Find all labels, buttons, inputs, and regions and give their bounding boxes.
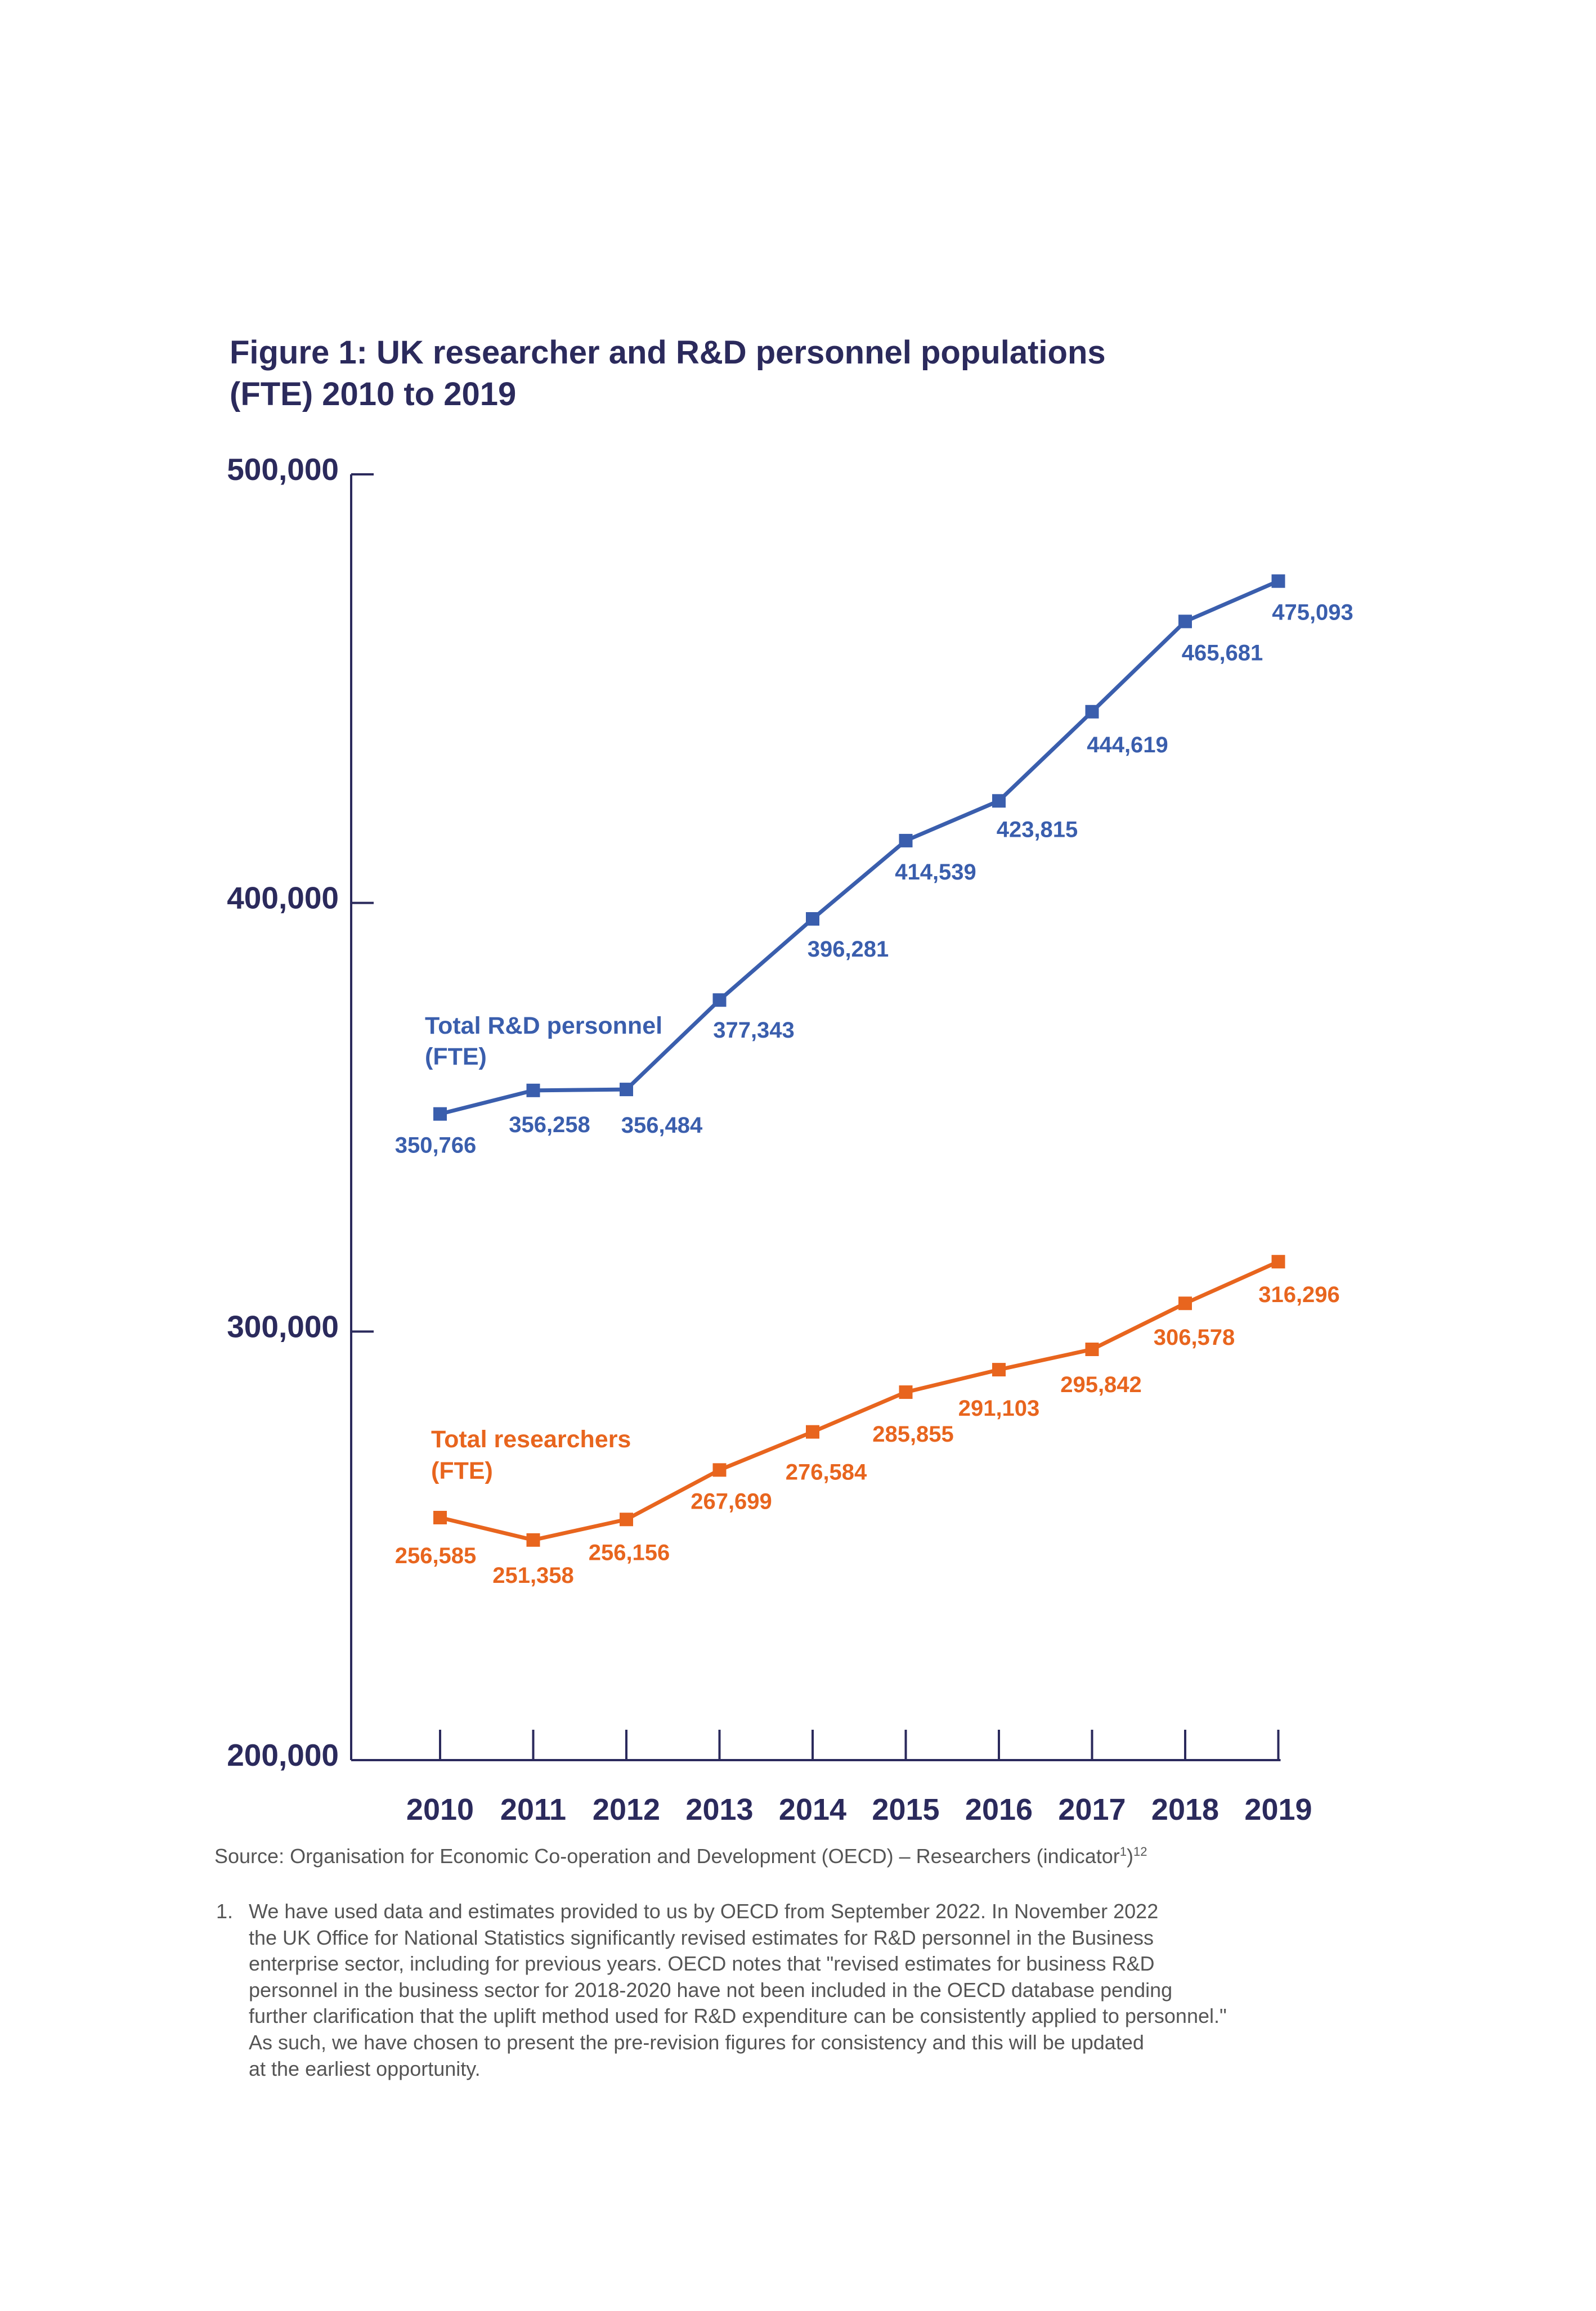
data-point-marker: [992, 794, 1006, 808]
axes: 200,000 300,000 400,000 500,000 2010 2011 2012…: [227, 452, 1312, 1827]
x-tick-label: 2018: [1151, 1793, 1219, 1827]
data-label: 414,539: [895, 860, 976, 885]
source-sup: 1: [1119, 1845, 1127, 1859]
data-point-marker: [899, 833, 913, 847]
data-point-marker: [806, 1425, 819, 1439]
data-point-marker: [1085, 1343, 1099, 1357]
chart-title: Figure 1: UK researcher and R&D personne…: [230, 332, 1355, 415]
data-point-marker: [806, 912, 819, 926]
data-label: 423,815: [997, 817, 1078, 842]
data-label: 316,296: [1258, 1282, 1340, 1307]
series-name-label: Total researchers: [431, 1426, 631, 1453]
data-point-marker: [1085, 704, 1099, 719]
data-label: 295,842: [1060, 1372, 1142, 1397]
x-tick-label: 2019: [1244, 1793, 1312, 1827]
x-tick-label: 2013: [685, 1793, 753, 1827]
data-label: 256,585: [395, 1543, 477, 1568]
series-rd-personnel: 350,766 356,258 356,484 377,343 396,281 414,5…: [395, 574, 1353, 1158]
x-tick-label: 2011: [500, 1793, 566, 1827]
series-line: [440, 579, 1279, 1116]
data-label: 356,258: [509, 1112, 590, 1137]
data-point-marker: [433, 1511, 447, 1525]
y-tick-label: 300,000: [227, 1309, 339, 1344]
y-tick-label: 400,000: [227, 881, 339, 916]
data-label: 444,619: [1087, 733, 1168, 757]
data-label: 377,343: [713, 1018, 795, 1043]
y-tick-label: 200,000: [227, 1738, 339, 1772]
data-point-marker: [620, 1083, 633, 1097]
data-label: 251,358: [492, 1563, 574, 1588]
chart-title-line: Figure 1: UK researcher and R&D personne…: [230, 334, 1106, 371]
x-tick-label: 2014: [779, 1793, 846, 1827]
data-point-marker: [712, 993, 727, 1007]
data-label: 356,484: [621, 1113, 703, 1138]
chart-title-line: (FTE) 2010 to 2019: [230, 376, 517, 412]
data-point-marker: [620, 1513, 633, 1527]
footnote-line: further clarification that the uplift me…: [249, 2004, 1227, 2028]
data-point-marker: [1178, 614, 1192, 629]
data-label: 465,681: [1182, 640, 1263, 665]
data-point-marker: [1271, 574, 1285, 588]
data-label: 291,103: [958, 1396, 1040, 1421]
footnote-line: the UK Office for National Statistics si…: [249, 1926, 1154, 1949]
footnote-line: personnel in the business sector for 201…: [249, 1978, 1173, 2002]
data-label: 285,855: [872, 1422, 954, 1447]
series-researchers: 256,585 251,358 256,156 267,699 276,584285,8…: [395, 1255, 1340, 1588]
source-sup: 12: [1133, 1845, 1147, 1859]
footnote-number: 1.: [216, 1900, 234, 1923]
series-layer: 350,766 356,258 356,484 377,343 396,281 414,5…: [395, 574, 1353, 1588]
footnote-line: We have used data and estimates provided…: [249, 1900, 1159, 1923]
source-note: Source: Organisation for Economic Co-ope…: [214, 1845, 1147, 1868]
data-point-marker: [526, 1083, 540, 1097]
footnote-line: at the earliest opportunity.: [249, 2057, 481, 2080]
series-name-label: (FTE): [431, 1457, 493, 1484]
data-point-marker: [712, 1463, 727, 1477]
x-tick-label: 2016: [965, 1793, 1033, 1827]
data-label: 276,584: [786, 1460, 867, 1485]
x-tick-label: 2010: [406, 1793, 474, 1827]
series-name-label: Total R&D personnel: [425, 1012, 662, 1039]
y-tick-label: 500,000: [227, 452, 339, 487]
data-label: 396,281: [808, 937, 889, 962]
series-line: [440, 1260, 1279, 1542]
x-tick-label: 2017: [1058, 1793, 1126, 1827]
series-name-label: (FTE): [425, 1043, 487, 1070]
x-tick-label: 2015: [872, 1793, 939, 1827]
data-label: 475,093: [1272, 600, 1353, 625]
data-label: 267,699: [691, 1489, 772, 1514]
data-label: 350,766: [395, 1133, 477, 1158]
x-tick-label: 2012: [593, 1793, 660, 1827]
source-text: Source: Organisation for Economic Co-ope…: [214, 1845, 1120, 1868]
data-label: 306,578: [1154, 1325, 1235, 1350]
data-point-marker: [1271, 1255, 1285, 1269]
data-point-marker: [899, 1385, 913, 1399]
source-close: ): [1126, 1845, 1133, 1868]
footnote-line: As such, we have chosen to present the p…: [249, 2030, 1144, 2054]
data-point-marker: [1178, 1296, 1192, 1311]
footnote-text: We have used data and estimates provided…: [249, 1899, 1227, 2082]
data-point-marker: [433, 1107, 447, 1121]
data-point-marker: [992, 1363, 1006, 1377]
footnote-line: enterprise sector, including for previou…: [249, 1952, 1155, 1976]
data-label: 256,156: [589, 1540, 670, 1565]
data-point-marker: [526, 1533, 540, 1547]
